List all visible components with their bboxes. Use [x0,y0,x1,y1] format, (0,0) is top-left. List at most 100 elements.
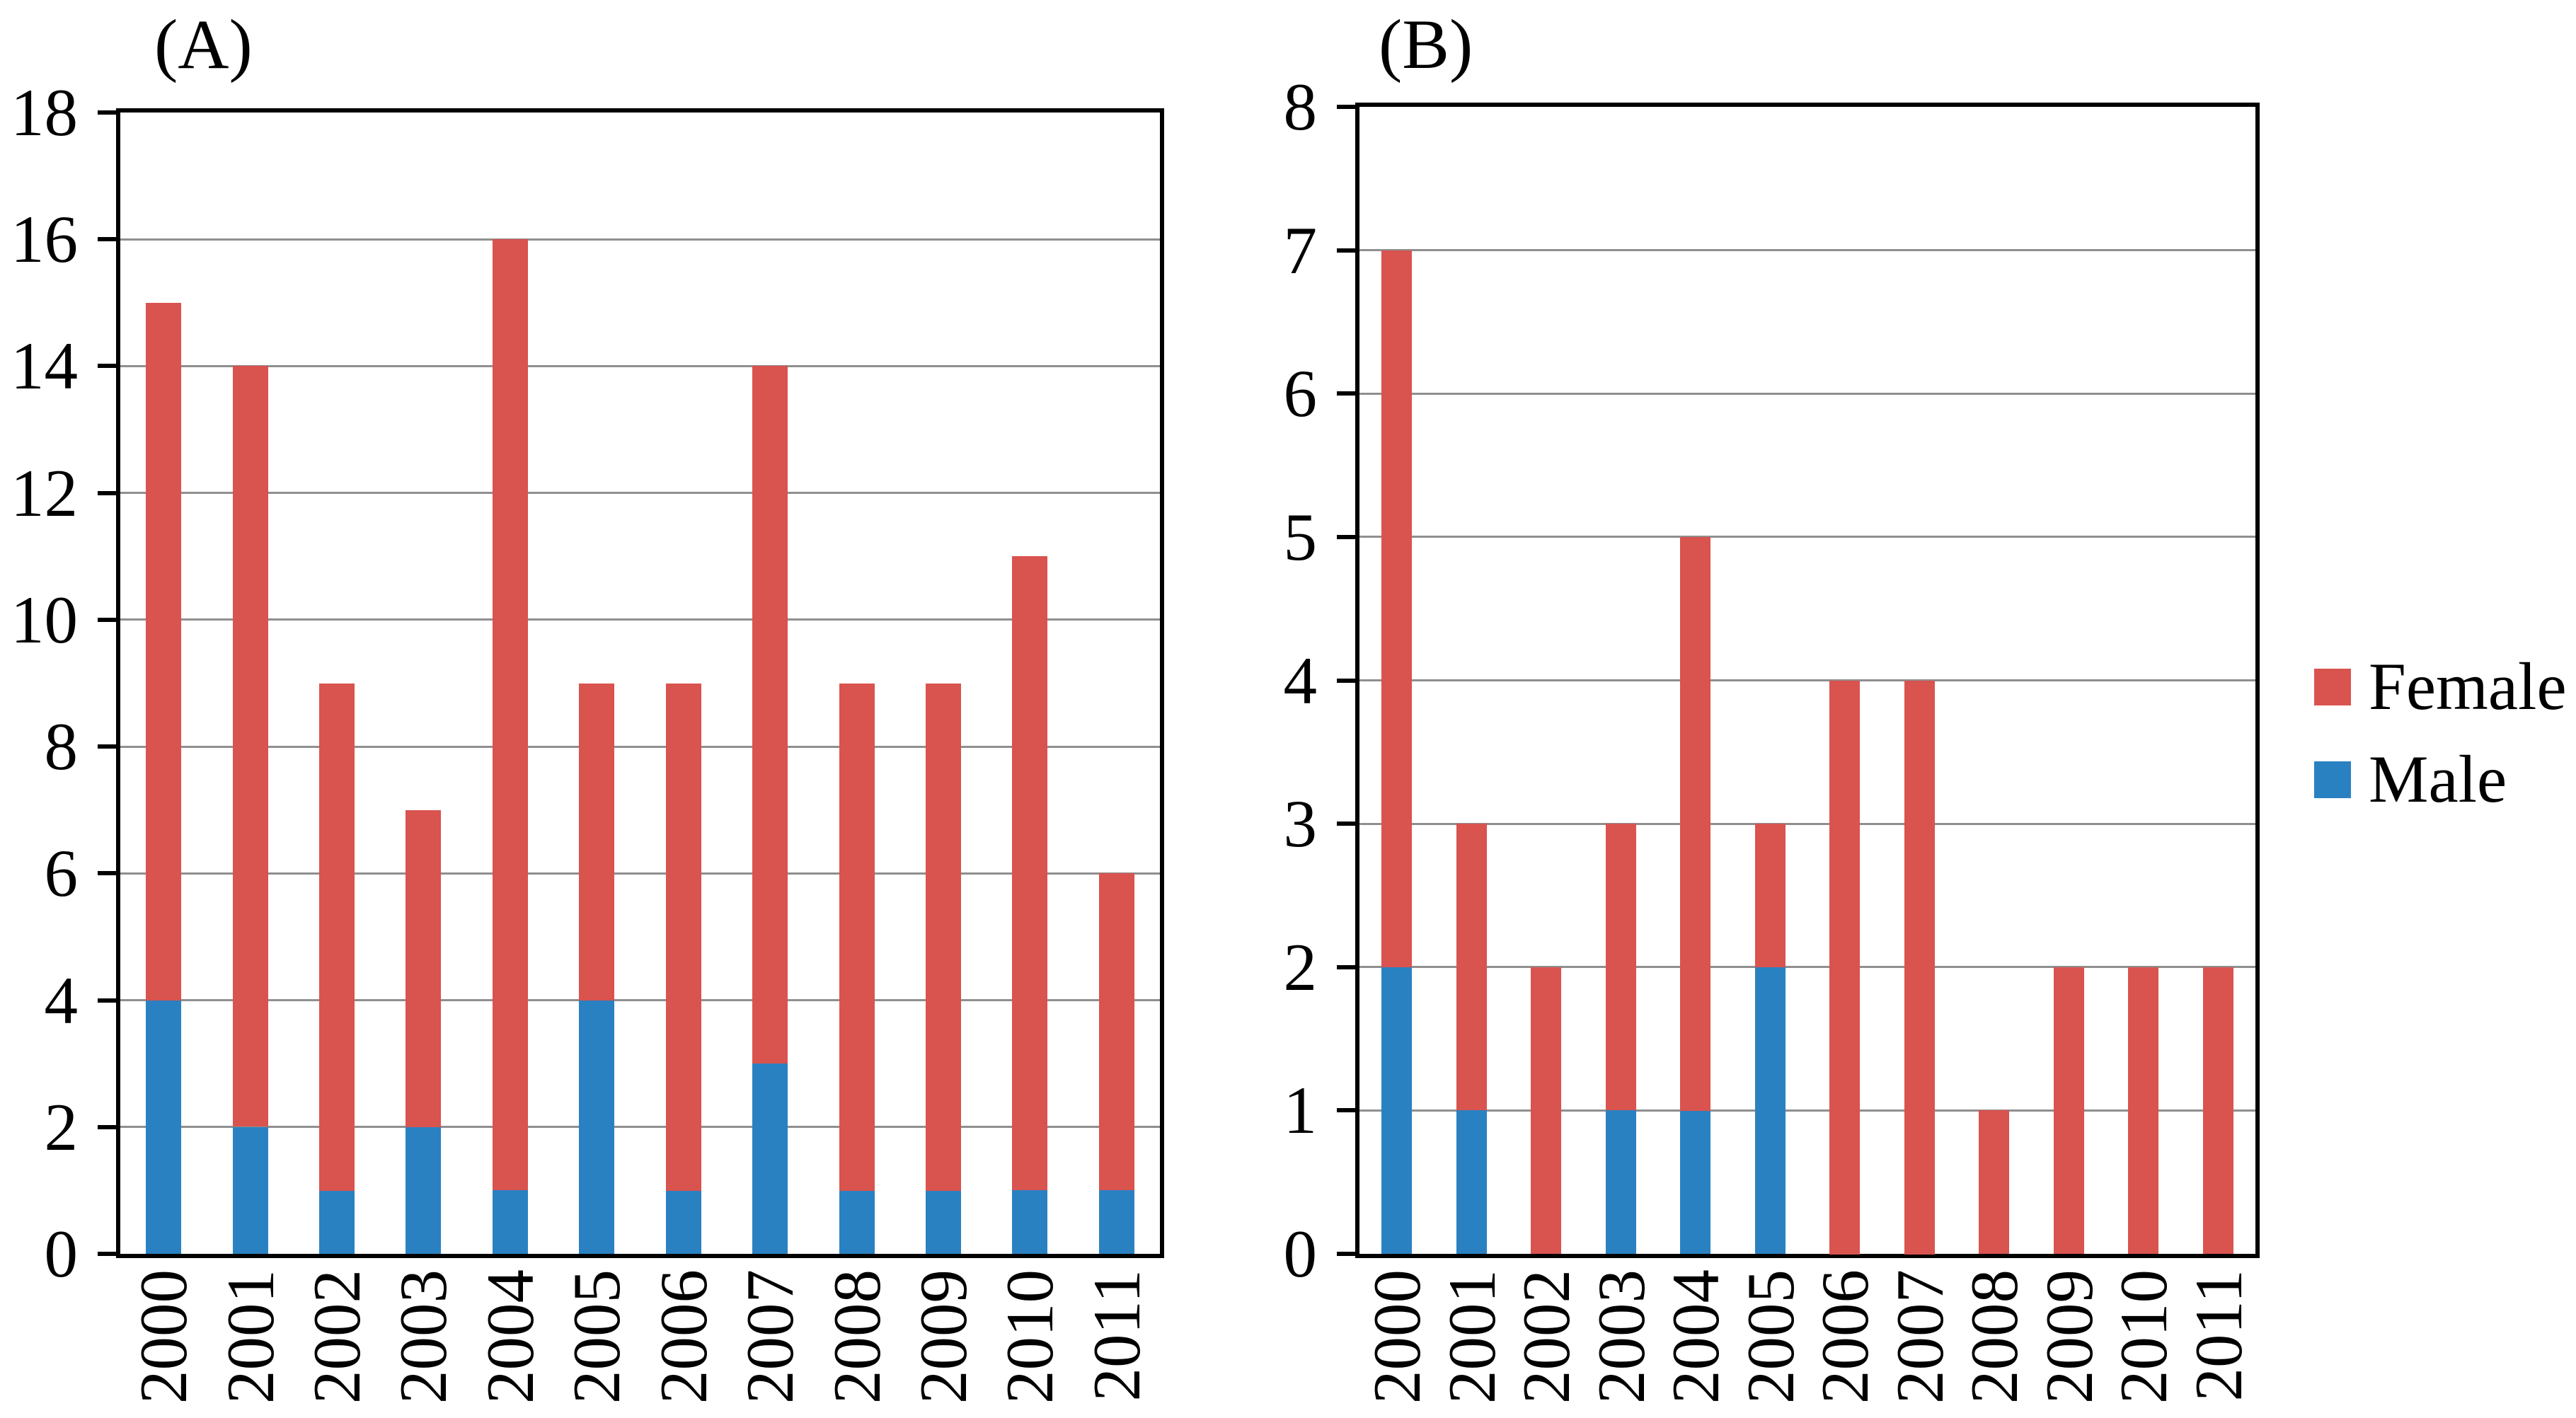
bar-female-2003 [1606,824,1636,1110]
gridline-2 [1359,966,2255,968]
y-tick-4 [98,998,116,1003]
bar-male-2004 [493,1190,528,1254]
x-axis-label-2011: 2011 [1079,1269,1154,1402]
x-axis-label-2000: 2000 [126,1269,201,1404]
x-axis-label-2003: 2003 [1584,1269,1659,1404]
y-tick-7 [1337,248,1355,253]
bar-female-2004 [493,239,528,1190]
panel-a-title: (A) [154,5,253,83]
bar-female-2002 [1531,967,1561,1254]
y-tick-6 [98,871,116,875]
y-tick-16 [98,237,116,241]
x-axis-label-2006: 2006 [1807,1269,1882,1404]
y-axis-label-10: 10 [11,582,78,657]
bar-female-2003 [406,810,441,1127]
gridline-4 [120,999,1160,1001]
y-axis-label-0: 0 [1283,1216,1318,1291]
y-axis-label-4: 4 [44,963,79,1038]
bar-female-2008 [1979,1110,2009,1254]
panel-b-plot: 0 1 2 3 4 5 6 7 8 2000 2001 2002 2003 2004 2005 2006 200… [1284,69,2260,1404]
bar-male-2010 [1012,1190,1047,1254]
y-tick-0 [98,1252,116,1256]
gridline-4 [1359,679,2255,681]
x-axis-label-2001: 2001 [213,1269,288,1404]
bar-female-2005 [579,684,614,1001]
bar-male-2006 [666,1190,701,1254]
gridline-5 [1359,536,2255,538]
bar-male-2003 [406,1127,441,1254]
x-axis-label-2006: 2006 [646,1269,721,1404]
legend: Female Male [2314,650,2567,835]
bar-male-2008 [839,1190,875,1254]
legend-item-male: Male [2314,742,2567,817]
y-tick-2 [1337,965,1355,969]
y-tick-10 [98,618,116,622]
x-axis-label-2005: 2005 [1733,1269,1808,1404]
bar-female-2002 [319,684,355,1191]
y-tick-6 [1337,391,1355,396]
bar-female-2000 [1381,250,1412,967]
bar-male-2001 [233,1127,268,1254]
gridline-7 [1359,249,2255,251]
y-axis-label-6: 6 [44,836,79,911]
bar-female-2006 [1829,681,1860,1255]
bar-male-2000 [1381,967,1412,1254]
gridline-6 [120,872,1160,875]
y-axis-label-14: 14 [11,328,78,403]
bar-male-2002 [319,1190,355,1254]
x-axis-label-2008: 2008 [1957,1269,2032,1404]
y-axis-label-1: 1 [1283,1073,1318,1148]
gridline-10 [120,618,1160,621]
y-tick-12 [98,491,116,495]
gridline-16 [120,238,1160,241]
y-axis-label-16: 16 [11,202,78,277]
y-axis-label-4: 4 [1283,643,1318,718]
bar-female-2007 [1904,681,1935,1255]
y-axis-label-7: 7 [1283,213,1318,288]
panel-a-plot: 0 2 4 6 8 10 12 14 16 18 2000 2001 2002 2003 2004 2005 2… [11,75,1164,1404]
female-swatch-icon [2314,668,2351,705]
bar-female-2009 [926,684,961,1191]
y-tick-2 [98,1125,116,1129]
legend-label-female: Female [2369,649,2567,724]
y-axis-label-2: 2 [1283,930,1318,1005]
x-axis-label-2005: 2005 [559,1269,634,1404]
y-axis-label-12: 12 [11,456,78,531]
x-axis-label-2010: 2010 [2106,1269,2181,1404]
x-axis-label-2004: 2004 [1658,1269,1733,1404]
bar-male-2000 [146,1001,181,1254]
bar-female-2001 [1456,824,1487,1110]
x-axis-label-2011: 2011 [2181,1269,2256,1402]
bar-male-2003 [1606,1110,1636,1254]
y-axis-label-18: 18 [11,75,78,150]
bar-male-2005 [579,1001,614,1254]
x-axis-label-2000: 2000 [1359,1269,1434,1404]
y-tick-14 [98,364,116,368]
bar-male-2011 [1099,1190,1134,1254]
x-axis-label-2002: 2002 [299,1269,374,1404]
gridline-12 [120,492,1160,494]
gridline-3 [1359,823,2255,825]
bar-male-2004 [1680,1110,1710,1254]
x-axis-label-2009: 2009 [906,1269,981,1404]
x-axis-label-2008: 2008 [820,1269,895,1404]
y-axis-label-0: 0 [44,1216,79,1291]
y-axis-label-6: 6 [1283,356,1318,431]
bar-male-2007 [752,1064,788,1254]
y-tick-18 [98,110,116,115]
y-axis-label-8: 8 [44,709,79,784]
male-swatch-icon [2314,761,2351,798]
y-axis-label-2: 2 [44,1090,79,1165]
panel-b-title: (B) [1379,5,1473,83]
gridline-8 [120,746,1160,748]
bar-male-2005 [1755,967,1786,1254]
y-axis-label-8: 8 [1283,69,1318,144]
y-tick-3 [1337,822,1355,826]
gridline-14 [120,365,1160,367]
bar-female-2011 [2203,967,2233,1254]
y-tick-0 [1337,1252,1355,1256]
legend-label-male: Male [2369,742,2507,817]
bar-female-2010 [2128,967,2158,1254]
x-axis-label-2009: 2009 [2032,1269,2107,1404]
